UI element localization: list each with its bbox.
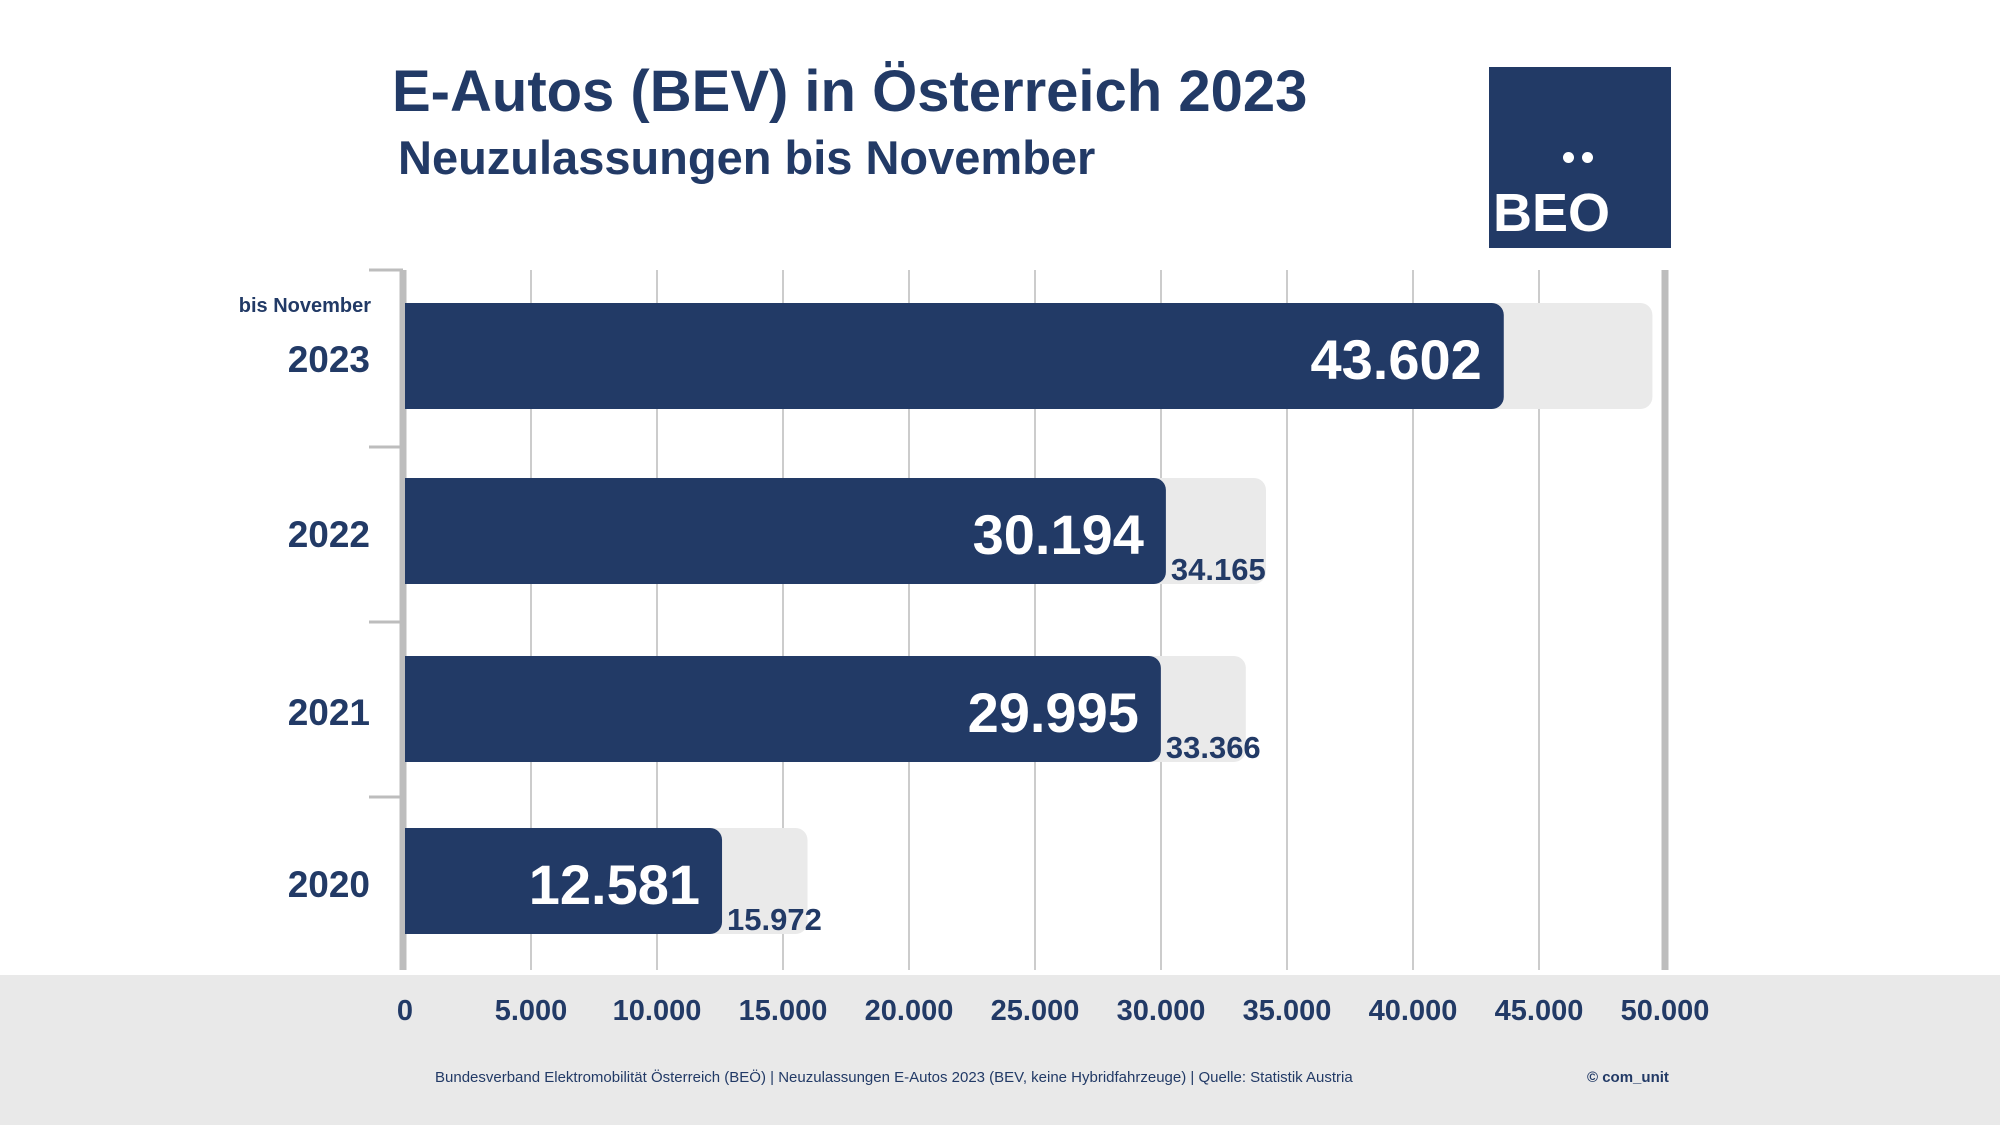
bar-left-edge-2020 xyxy=(405,828,419,934)
secondary-value-label-2022: 34.165 xyxy=(1171,552,1266,587)
bar-2022 xyxy=(405,478,1166,584)
bar-left-edge-2022 xyxy=(405,478,419,584)
logo-dot-right xyxy=(1582,152,1593,163)
x-tick-label-0: 0 xyxy=(397,995,413,1027)
x-tick-label-3: 15.000 xyxy=(739,995,828,1027)
secondary-value-label-2020: 15.972 xyxy=(727,902,822,937)
value-label-2020: 12.581 xyxy=(529,853,700,916)
x-tick-label-9: 45.000 xyxy=(1495,995,1584,1027)
footer-copyright: © com_unit xyxy=(1587,1069,1669,1086)
x-tick-label-2: 10.000 xyxy=(613,995,702,1027)
category-label-2020: 2020 xyxy=(288,864,370,905)
category-note-2023: bis November xyxy=(239,295,371,317)
x-tick-label-4: 20.000 xyxy=(865,995,954,1027)
bar-left-edge-2021 xyxy=(405,656,419,762)
category-label-2021: 2021 xyxy=(288,692,370,733)
logo-text: BEO xyxy=(1493,183,1611,243)
x-tick-label-1: 5.000 xyxy=(495,995,568,1027)
footer-source-text: Bundesverband Elektromobilität Österreic… xyxy=(435,1069,1353,1086)
x-tick-label-8: 40.000 xyxy=(1369,995,1458,1027)
value-label-2022: 30.194 xyxy=(973,503,1144,566)
bar-left-edge-2023 xyxy=(405,303,419,409)
secondary-value-label-2021: 33.366 xyxy=(1166,730,1261,765)
x-tick-label-10: 50.000 xyxy=(1621,995,1710,1027)
x-tick-label-7: 35.000 xyxy=(1243,995,1332,1027)
bar-2020 xyxy=(405,828,723,934)
x-tick-label-6: 30.000 xyxy=(1117,995,1206,1027)
logo-dot-left xyxy=(1563,152,1574,163)
chart-subtitle: Neuzulassungen bis November xyxy=(398,131,1096,184)
x-tick-label-5: 25.000 xyxy=(991,995,1080,1027)
bar-2021 xyxy=(405,656,1161,762)
beo-logo: BEO xyxy=(1489,67,1671,248)
value-label-2023: 43.602 xyxy=(1310,328,1481,391)
bar-2023 xyxy=(405,303,1504,409)
category-label-2023: 2023 xyxy=(288,339,370,380)
footer-band xyxy=(0,975,2000,1125)
value-label-2021: 29.995 xyxy=(968,681,1139,744)
category-label-2022: 2022 xyxy=(288,514,370,555)
chart-title: E-Autos (BEV) in Österreich 2023 xyxy=(392,59,1308,124)
